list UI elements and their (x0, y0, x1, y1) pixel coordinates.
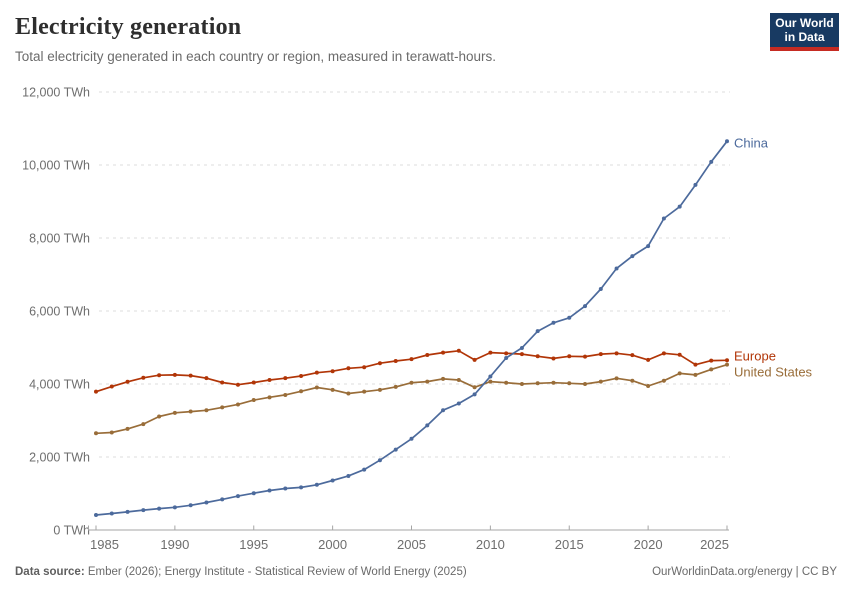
data-source-text: Ember (2026); Energy Institute - Statist… (84, 566, 467, 578)
data-source-label: Data source: (15, 566, 85, 578)
svg-text:2005: 2005 (397, 537, 426, 552)
svg-text:2010: 2010 (476, 537, 505, 552)
y-axis-labels: 0 TWh 2,000 TWh 4,000 TWh 6,000 TWh 8,000 TW… (22, 86, 90, 538)
svg-text:1990: 1990 (160, 537, 189, 552)
series-label-china: China (734, 135, 769, 150)
svg-text:1995: 1995 (239, 537, 268, 552)
svg-text:2020: 2020 (634, 537, 663, 552)
svg-text:12,000 TWh: 12,000 TWh (22, 86, 90, 100)
x-axis (88, 525, 729, 531)
chart-title: Electricity generation (15, 14, 242, 40)
svg-text:2025: 2025 (700, 537, 729, 552)
chart-subtitle: Total electricity generated in each coun… (15, 49, 496, 64)
svg-text:0 TWh: 0 TWh (53, 524, 90, 538)
svg-text:10,000 TWh: 10,000 TWh (22, 159, 90, 173)
series-label-united-states: United States (734, 365, 813, 380)
x-axis-labels: 1985 1990 1995 2000 2005 2010 2015 2020 2025 (90, 537, 729, 552)
owid-logo-line1: Our World (775, 16, 834, 30)
data-source-note: Data source: Ember (2026); Energy Instit… (15, 566, 467, 578)
svg-text:2000: 2000 (318, 537, 347, 552)
series-united-states: United States (94, 362, 813, 436)
owid-logo[interactable]: Our World in Data (770, 13, 839, 51)
svg-text:4,000 TWh: 4,000 TWh (29, 378, 90, 392)
series-europe: Europe (94, 348, 776, 394)
svg-text:1985: 1985 (90, 537, 119, 552)
svg-text:2015: 2015 (555, 537, 584, 552)
owid-logo-line2: in Data (784, 30, 825, 44)
y-gridlines (99, 91, 730, 458)
license-link[interactable]: OurWorldinData.org/energy | CC BY (652, 566, 837, 578)
svg-text:2,000 TWh: 2,000 TWh (29, 451, 90, 465)
series-label-europe: Europe (734, 348, 776, 363)
svg-text:8,000 TWh: 8,000 TWh (29, 232, 90, 246)
series-china: China (94, 135, 769, 517)
svg-text:6,000 TWh: 6,000 TWh (29, 305, 90, 319)
